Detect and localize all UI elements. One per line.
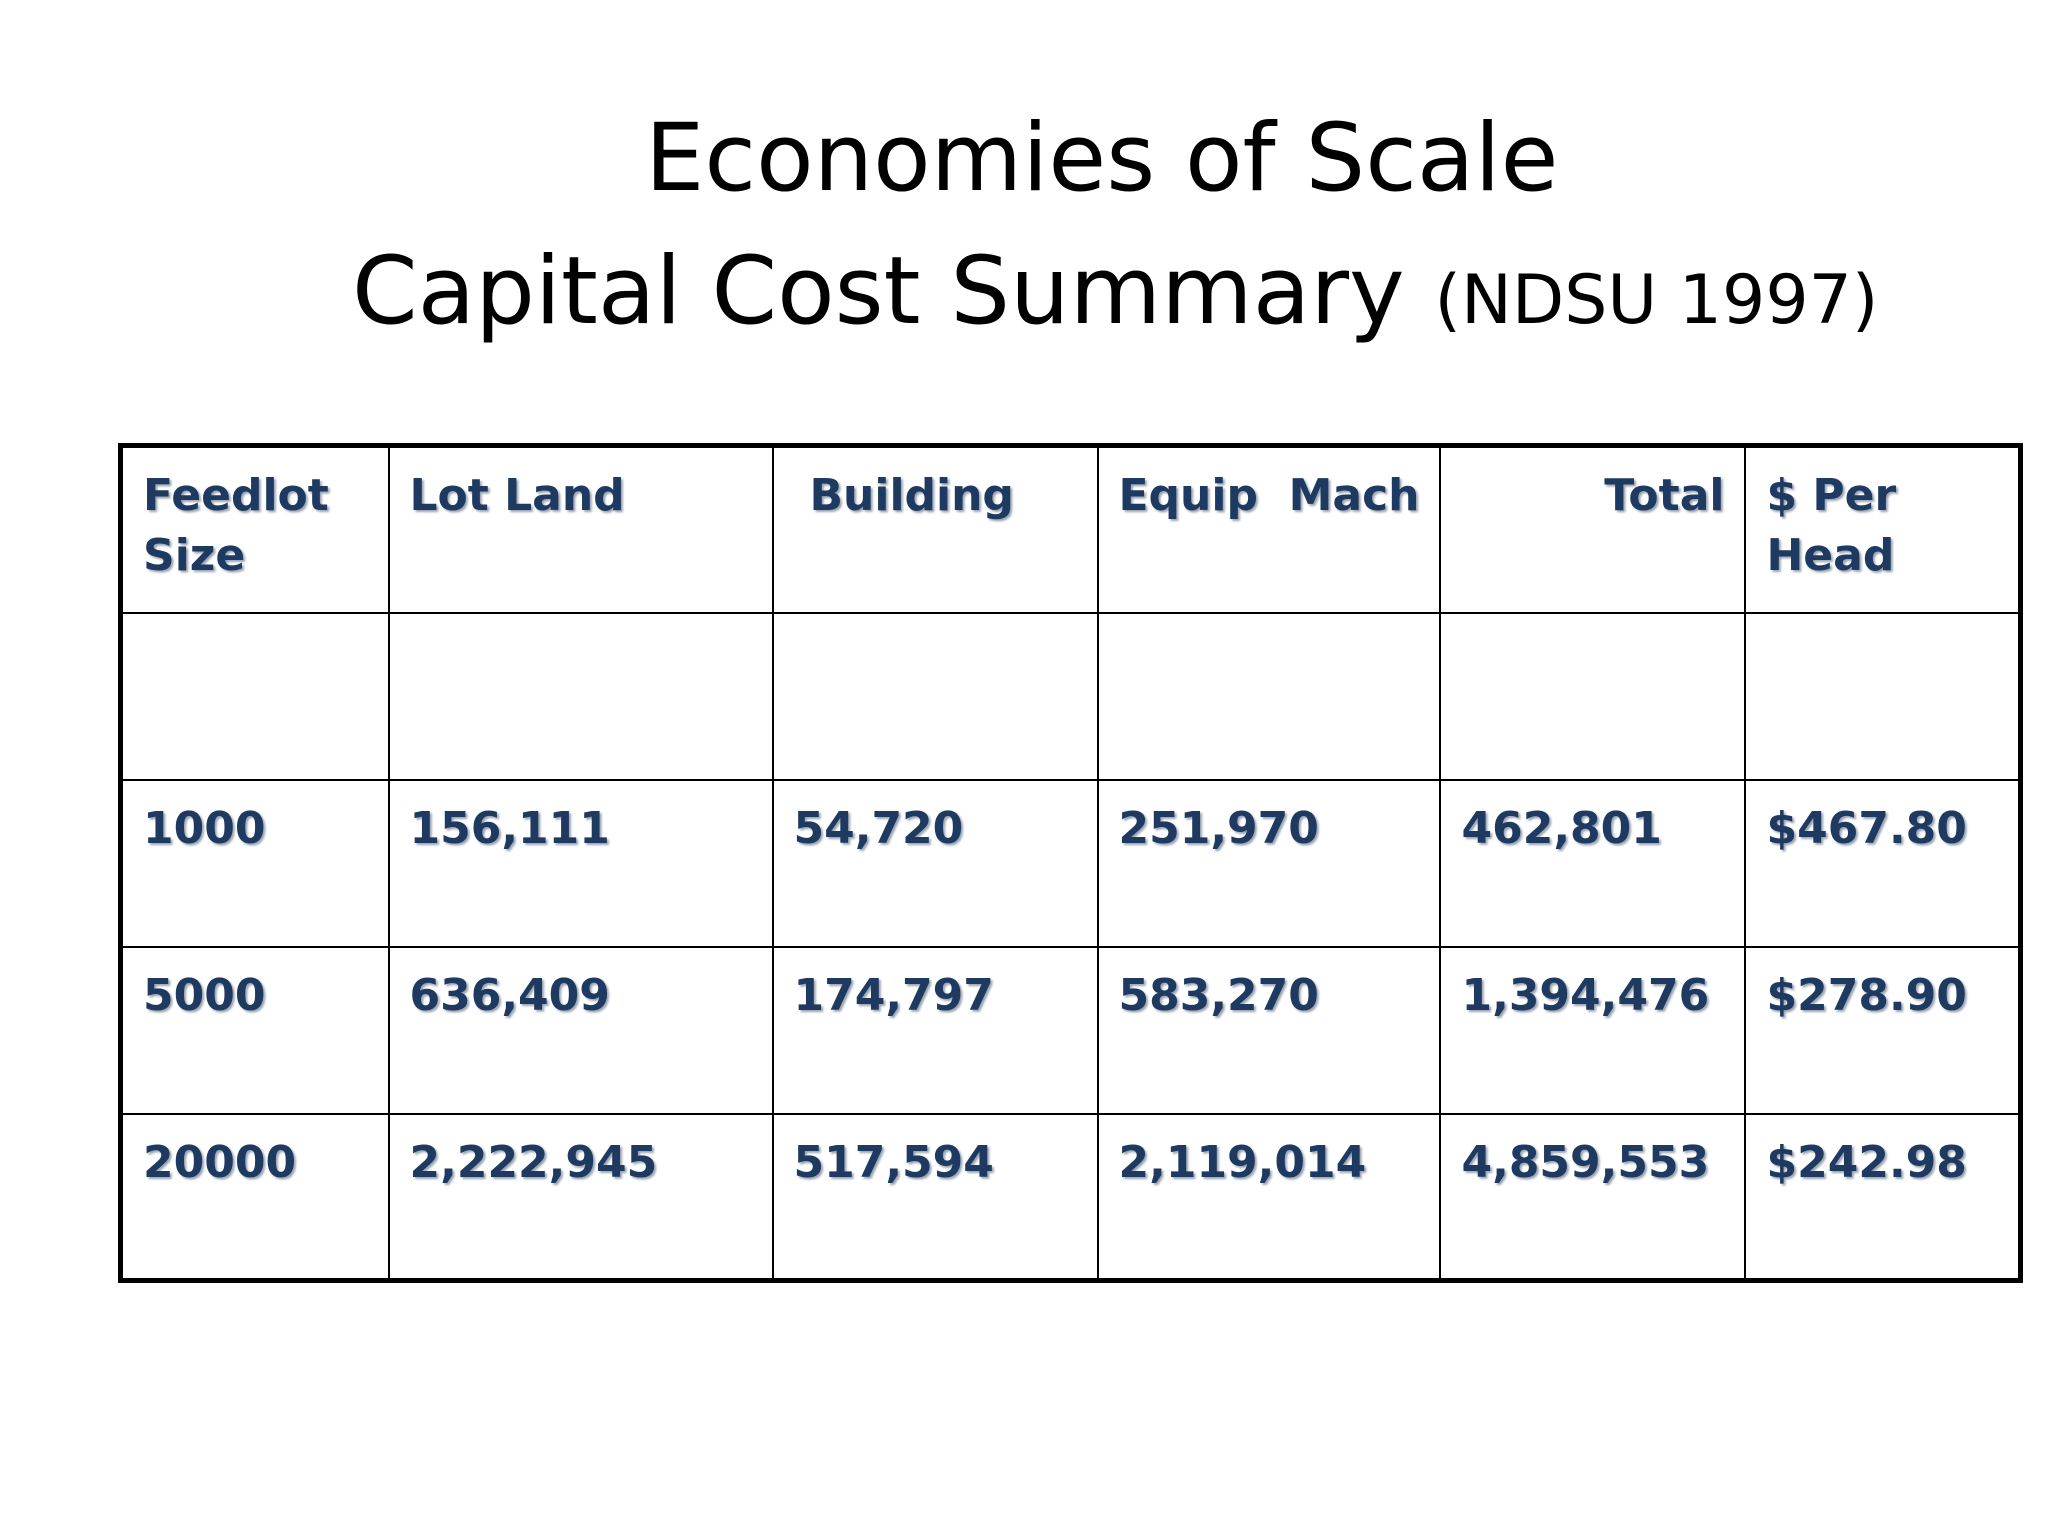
table-cell — [771, 611, 1099, 781]
header-equip-mach: Equip Mach — [1096, 444, 1442, 614]
table-cell: 156,111 — [387, 778, 774, 948]
header-total: Total — [1439, 444, 1747, 614]
table-cell: 1,394,476 — [1439, 945, 1747, 1115]
table-cell: $467.80 — [1744, 778, 2022, 948]
header-lot-land: Lot Land — [387, 444, 774, 614]
table-cell — [1439, 611, 1747, 781]
table-cell: 20000 — [119, 1112, 390, 1282]
table-cell: 1000 — [119, 778, 390, 948]
subtitle-source: (NDSU 1997) — [1434, 261, 1879, 340]
table-cell: 4,859,553 — [1439, 1112, 1747, 1282]
table-cell: 251,970 — [1096, 778, 1442, 948]
header-per-head: $ Per Head — [1744, 444, 2022, 614]
table-cell: 517,594 — [771, 1112, 1099, 1282]
table-cell: 462,801 — [1439, 778, 1747, 948]
table-row — [119, 611, 2022, 781]
table-cell: 2,119,014 — [1096, 1112, 1442, 1282]
capital-cost-table: Feedlot Size Lot Land Building Equip Mac… — [118, 443, 2023, 1283]
table-cell — [119, 611, 390, 781]
table-cell — [1096, 611, 1442, 781]
table-cell: $242.98 — [1744, 1112, 2022, 1282]
table-cell — [1744, 611, 2022, 781]
table-cell: 54,720 — [771, 778, 1099, 948]
header-feedlot-size: Feedlot Size — [119, 444, 390, 614]
table-cell: 2,222,945 — [387, 1112, 774, 1282]
table-row: 5000 636,409 174,797 583,270 1,394,476 $… — [119, 945, 2022, 1115]
table-cell: 5000 — [119, 945, 390, 1115]
slide-title: Economies of Scale — [645, 104, 1559, 213]
table-cell: 636,409 — [387, 945, 774, 1115]
header-building: Building — [771, 444, 1099, 614]
table-cell: $278.90 — [1744, 945, 2022, 1115]
table-row: 1000 156,111 54,720 251,970 462,801 $467… — [119, 778, 2022, 948]
table-cell: 174,797 — [771, 945, 1099, 1115]
subtitle-main: Capital Cost Summary — [352, 237, 1405, 346]
slide-subtitle: Capital Cost Summary (NDSU 1997) — [352, 245, 1878, 339]
table-header-row: Feedlot Size Lot Land Building Equip Mac… — [119, 444, 2022, 614]
table-row: 20000 2,222,945 517,594 2,119,014 4,859,… — [119, 1112, 2022, 1282]
table-cell: 583,270 — [1096, 945, 1442, 1115]
table-cell — [387, 611, 774, 781]
